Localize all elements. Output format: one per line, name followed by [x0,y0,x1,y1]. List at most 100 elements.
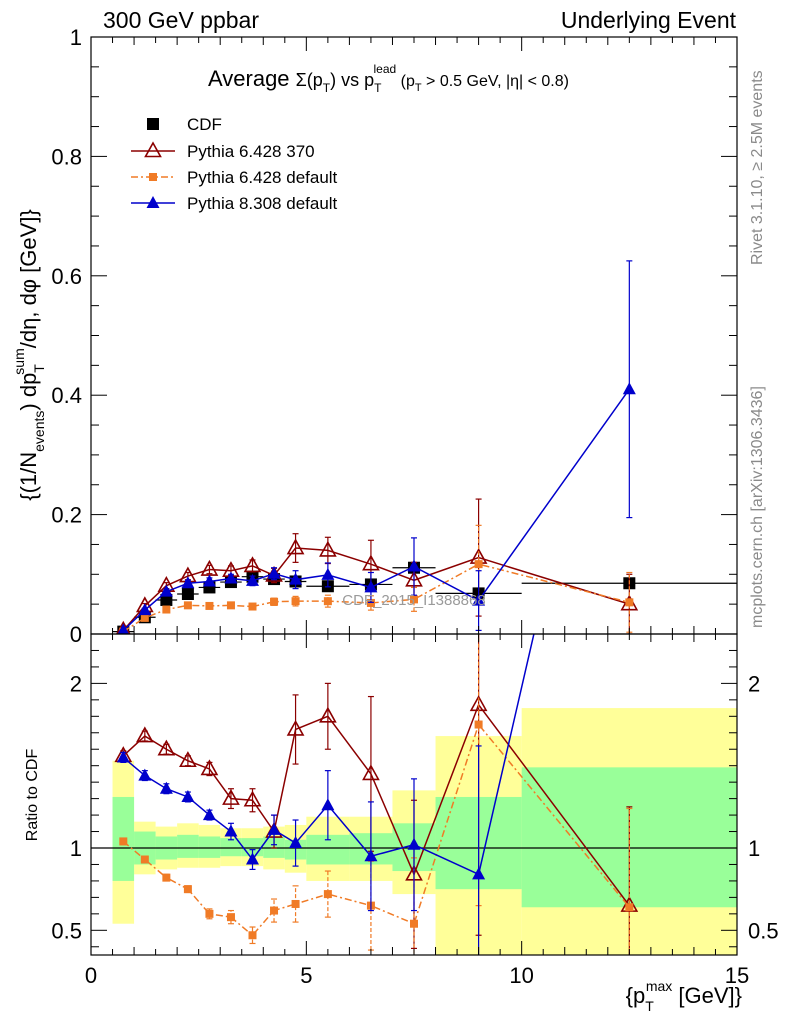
ratio-series-1-point [474,720,483,729]
ratio-series-2-point [159,781,173,794]
ratio-series-1-point [410,919,418,928]
ratio-y-tick-label-right: 2 [748,671,760,696]
title-sub1: T [323,81,331,95]
main-series-3-point [472,593,486,606]
analysis-watermark: CDF_2015_I1388868 [342,592,485,609]
mcplots-label: mcplots.cern.ch [arXiv:1306.3436] [749,386,766,628]
rivet-version-label: Rivet 3.1.10, ≥ 2.5M events [749,70,766,265]
main-y-axis-label: {(1/Nevents) dpTsum/dη, dφ [GeV]} [11,209,47,501]
main-series-3-point [622,382,636,395]
main-series-3-line [122,388,630,631]
main-series-2-point [270,597,279,606]
ratio-series-2-point [407,837,421,850]
ratio-series-2-point [623,212,636,224]
ratio-y-tick-label: 1 [70,836,82,861]
ratio-series-0-line [122,703,630,907]
main-series-0-point [181,588,194,601]
ratio-series-2-point [181,789,195,802]
main-series-0-point [160,593,173,606]
green-band [177,834,199,858]
ratio-series-1-point [140,855,149,864]
ratio-series-1-point [248,931,257,940]
main-series-1-point [286,538,305,555]
ylabel-b: events [31,411,47,452]
main-y-tick-label: 0.6 [51,264,82,289]
ratio-series-1-point [625,903,634,912]
ratio-series-1-point [119,837,128,846]
main-series-3-point [138,603,152,616]
ylabel-d: T [31,364,47,373]
legend-marker-2 [149,173,157,181]
ylabel-c: ) dp [16,373,41,411]
ratio-series-2-point [289,836,303,849]
ratio-series-1-point [226,913,235,922]
plot-title: Average Σ(pT) vs pTlead (pT > 0.5 GeV, |… [208,62,569,95]
x-tick-label: 0 [85,963,97,988]
main-series-3-point [202,574,216,587]
legend-label-1: Pythia 6.428 370 [187,142,315,161]
title-cut: (p [396,73,415,90]
main-series-2-point [291,597,300,606]
legend-marker-1 [144,141,162,158]
ylabel-a: {(1/N [16,452,41,501]
title-sup2: lead [374,62,397,76]
main-series-3-point [117,623,130,634]
main-series-3-point [224,571,238,584]
title-sigma: Σ(p [296,70,323,90]
main-series-2-point [162,605,171,614]
legend-label-3: Pythia 8.308 default [187,194,338,213]
legend-label-2: Pythia 6.428 default [187,168,338,187]
ylabel-e: sum [11,348,27,374]
main-y-tick-label: 0.2 [51,503,82,528]
ratio-series-1-point [323,890,332,899]
ratio-y-tick-label: 2 [70,671,82,696]
main-series-3-point [364,580,378,593]
legend-marker-0 [147,118,159,130]
main-y-tick-label: 0.4 [51,383,82,408]
ratio-y-tick-label-right: 1 [748,836,760,861]
ratio-series-0-point [222,788,240,805]
green-band [198,836,221,858]
main-series-2-point [183,601,192,610]
ratio-series-0-point [319,706,337,723]
xlabel-close: [GeV]} [672,983,742,1008]
main-series-3-point [181,576,195,589]
header-left-label: 300 GeV ppbar [103,7,259,33]
ratio-series-2-point [321,798,335,811]
ratio-series-1-point [205,909,214,918]
ratio-series-0-point [135,726,154,743]
title-sub2: T [374,81,382,95]
ratio-series-2-point [364,849,378,862]
title-sub3: T [415,82,422,94]
x-tick-label: 15 [725,963,749,988]
ratio-series-2-point [472,867,486,880]
main-series-2-point [248,602,257,611]
main-series-2-point [226,601,235,610]
main-series-2-point [205,601,214,610]
ratio-series-0-point [157,739,176,756]
main-series-2-point [323,597,332,606]
ratio-series-0-point [179,751,197,768]
ratio-series-2-point [138,768,152,781]
ratio-series-1-point [162,873,171,882]
ratio-series-2-point [202,808,216,821]
main-series-1-point [319,540,337,557]
main-y-tick-label: 0 [70,622,82,647]
ratio-series-1-point [291,899,300,908]
title-main: Average [208,66,296,91]
main-series-1-point [362,554,380,571]
header-right-label: Underlying Event [561,7,737,33]
ratio-y-axis-label: Ratio to CDF [24,749,41,842]
main-series-3-point [246,573,259,586]
main-series-2-point [474,560,483,569]
ratio-series-2-point [116,750,130,763]
main-series-3-point [289,572,303,585]
ratio-plot-series [114,212,639,955]
ratio-series-0-point [286,719,305,736]
main-series-2-point [140,613,149,622]
x-axis-label: {pTmax [GeV]} [626,978,742,1014]
ratio-series-2-point [267,822,281,835]
main-series-2-point [410,595,418,604]
title-close: ) [330,70,336,90]
